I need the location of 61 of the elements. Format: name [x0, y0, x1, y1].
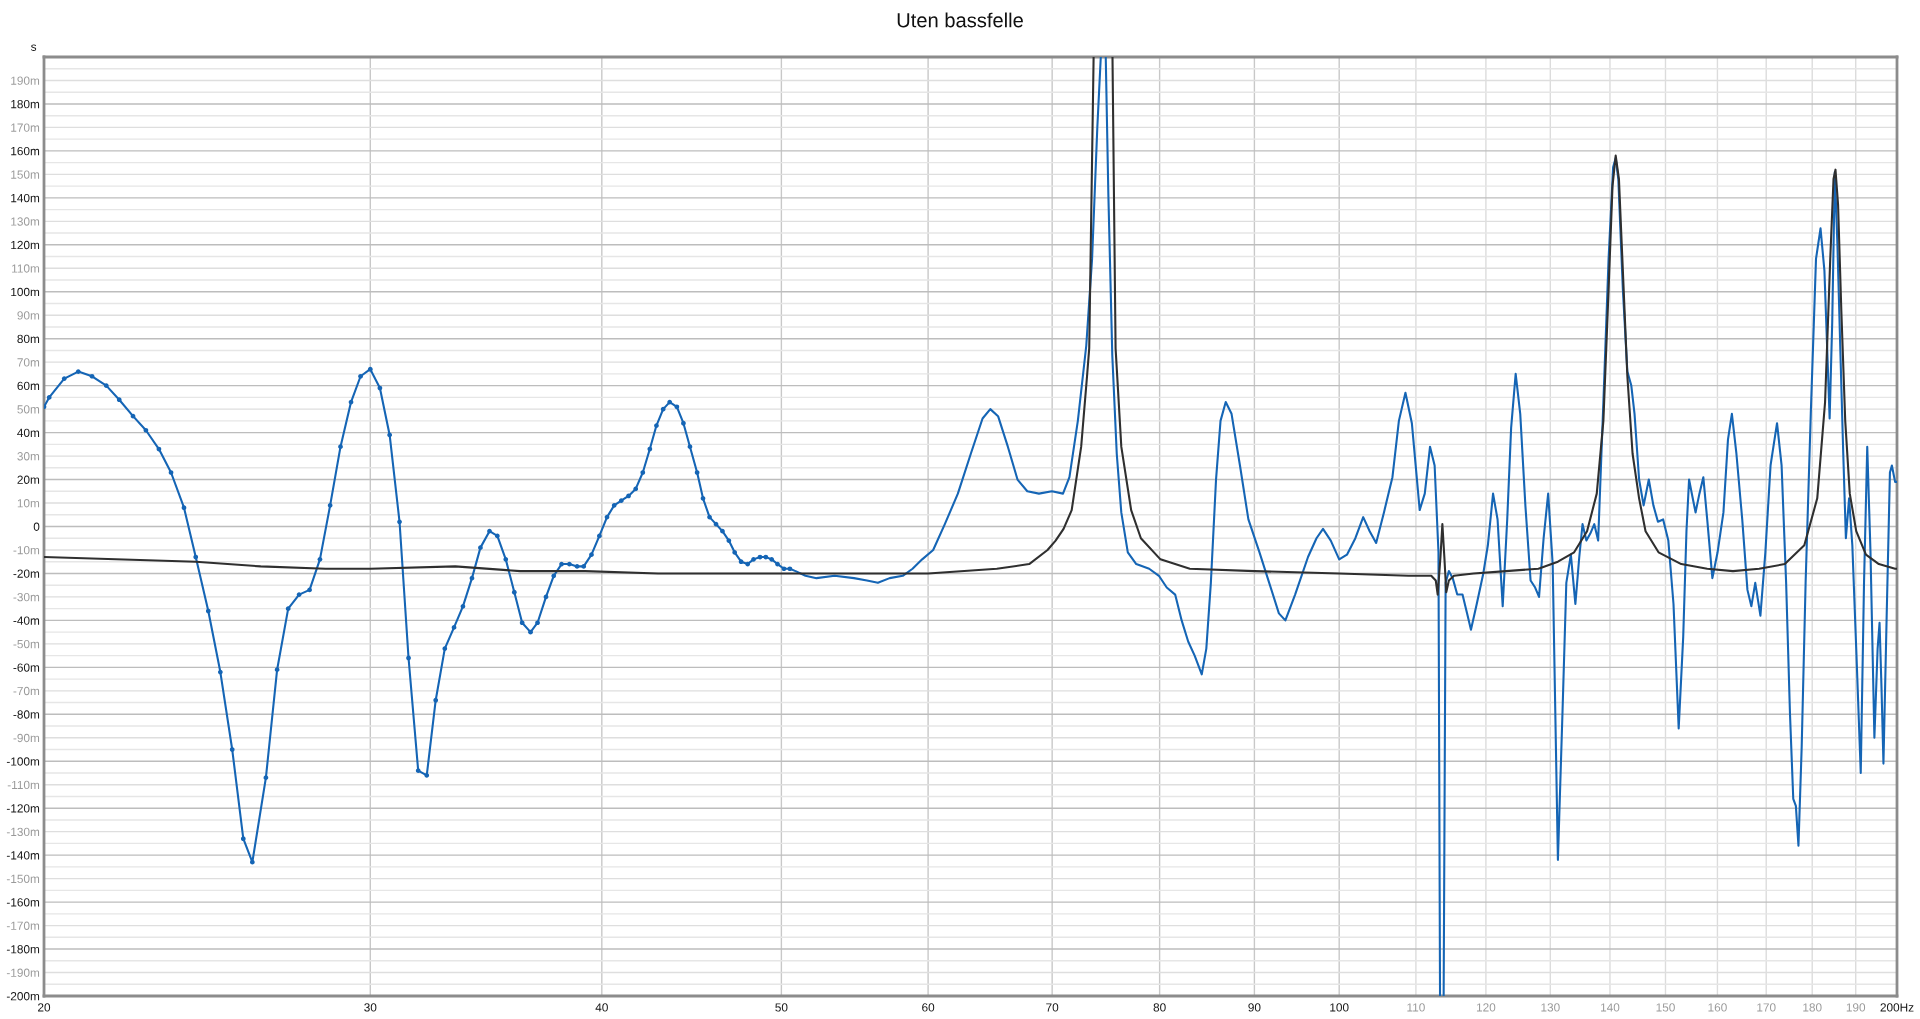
y-tick-label: -150m: [6, 874, 40, 884]
x-tick-label: 80: [1153, 1003, 1166, 1012]
x-tick-label: 200Hz: [1880, 1003, 1914, 1012]
chart-title: Uten bassfelle: [897, 12, 1023, 28]
y-tick-label: 0: [33, 522, 40, 531]
x-tick-label: 110: [1407, 1003, 1425, 1012]
y-tick-label: 160m: [11, 146, 40, 156]
x-tick-label: 90: [1248, 1003, 1261, 1012]
y-tick-label: -40m: [13, 616, 40, 625]
y-tick-label: 180m: [11, 99, 40, 109]
y-tick-label: 70m: [17, 358, 40, 367]
y-tick-label: 80m: [17, 334, 40, 344]
y-tick-label: -30m: [13, 592, 40, 602]
y-tick-label: 150m: [11, 170, 40, 179]
y-tick-label: -130m: [6, 827, 40, 837]
y-axis-title: s: [31, 44, 37, 51]
y-tick-label: -200m: [6, 992, 40, 1001]
y-tick-label: 50m: [17, 405, 40, 414]
y-tick-label: 30m: [17, 452, 40, 461]
x-tick-label: 20: [38, 1003, 51, 1012]
y-tick-label: 10m: [17, 499, 40, 508]
x-tick-label: 120: [1476, 1003, 1496, 1012]
x-tick-label: 60: [922, 1003, 935, 1012]
y-tick-label: 120m: [11, 240, 40, 250]
x-tick-label: 40: [595, 1003, 608, 1012]
x-tick-label: 160: [1708, 1003, 1727, 1012]
y-tick-label: -70m: [13, 686, 40, 696]
x-tick-label: 130: [1541, 1003, 1560, 1012]
y-tick-label: -100m: [6, 757, 40, 766]
y-tick-label: 170m: [11, 123, 40, 132]
y-tick-label: 60m: [17, 381, 40, 391]
y-tick-label: -120m: [6, 804, 40, 813]
x-tick-label: 150: [1656, 1003, 1675, 1012]
y-tick-label: -140m: [6, 851, 40, 860]
x-tick-label: 70: [1046, 1003, 1059, 1012]
y-tick-label: -90m: [13, 733, 40, 743]
y-tick-label: 100m: [11, 287, 40, 297]
y-tick-label: -50m: [13, 639, 40, 649]
x-tick-label: 50: [775, 1003, 788, 1012]
x-tick-label: 170: [1757, 1003, 1776, 1012]
y-tick-label: -60m: [13, 663, 40, 672]
y-tick-label: -110m: [7, 780, 40, 790]
x-tick-label: 30: [364, 1003, 377, 1012]
y-tick-label: 110m: [12, 264, 40, 273]
y-tick-label: -180m: [6, 945, 40, 954]
y-tick-label: -80m: [13, 710, 40, 719]
y-tick-label: 140m: [11, 193, 40, 203]
y-tick-label: -160m: [6, 898, 40, 907]
y-tick-label: -170m: [6, 921, 40, 930]
x-tick-label: 100: [1330, 1003, 1349, 1012]
x-tick-label: 140: [1601, 1003, 1620, 1012]
x-tick-label: 180: [1803, 1003, 1822, 1012]
y-tick-label: 20m: [17, 475, 40, 484]
y-tick-label: 40m: [17, 428, 40, 437]
y-tick-label: -20m: [13, 569, 40, 578]
y-tick-label: 130m: [11, 217, 40, 226]
x-tick-label: 190: [1846, 1003, 1866, 1012]
y-tick-label: 190m: [11, 76, 40, 85]
y-tick-label: 90m: [17, 311, 40, 320]
y-tick-label: -190m: [6, 968, 40, 977]
y-tick-label: -10m: [13, 546, 40, 555]
